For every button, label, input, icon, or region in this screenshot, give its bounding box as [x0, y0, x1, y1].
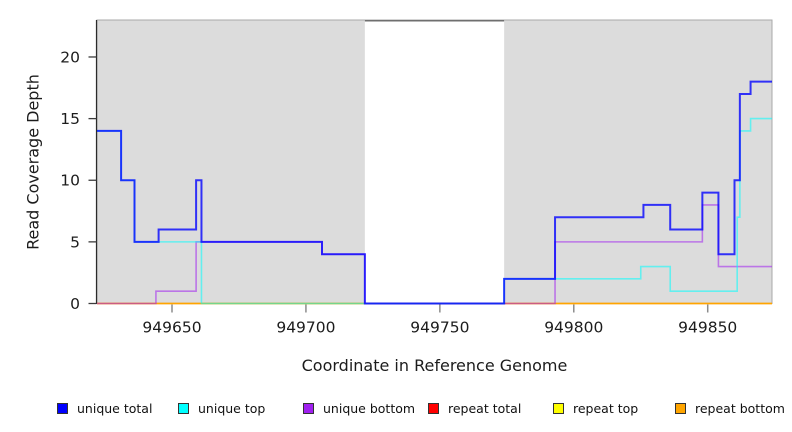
x-tick-label: 949850	[678, 319, 737, 337]
x-axis-title: Coordinate in Reference Genome	[301, 356, 568, 375]
series-unique-total	[97, 80, 772, 305]
legend-item-unique-total: unique total	[57, 401, 152, 415]
y-tick-label: 20	[60, 48, 80, 66]
y-tick-label: 10	[60, 172, 80, 190]
legend-item-repeat-top: repeat top	[553, 401, 638, 415]
y-axis-title: Read Coverage Depth	[23, 74, 43, 250]
legend-swatch-repeat-total	[428, 402, 439, 414]
legend-swatch-unique-total	[57, 402, 68, 414]
legend-swatch-repeat-top	[553, 402, 564, 414]
legend-swatch-unique-bottom	[303, 402, 314, 414]
legend-item-unique-bottom: unique bottom	[303, 401, 415, 415]
x-tick-label: 949800	[544, 319, 603, 337]
legend-item-repeat-bottom: repeat bottom	[675, 401, 785, 415]
x-tick-label: 949650	[142, 319, 201, 337]
legend-swatch-repeat-bottom	[675, 402, 686, 414]
legend-label: repeat bottom	[695, 400, 785, 416]
legend-label: unique total	[77, 400, 153, 416]
legend-item-repeat-total: repeat total	[428, 401, 521, 415]
legend-label: unique bottom	[323, 400, 416, 416]
legend-swatch-unique-top	[178, 402, 189, 414]
mask-band	[364, 20, 505, 304]
y-tick-label: 0	[70, 295, 80, 313]
legend-label: repeat total	[448, 400, 522, 416]
x-tick-label: 949700	[276, 319, 335, 337]
y-tick-label: 5	[70, 233, 80, 251]
legend-label: unique top	[198, 400, 266, 416]
y-tick-label: 15	[60, 110, 80, 128]
legend-item-unique-top: unique top	[178, 401, 265, 415]
legend-label: repeat top	[573, 400, 639, 416]
x-tick-label: 949750	[410, 319, 469, 337]
